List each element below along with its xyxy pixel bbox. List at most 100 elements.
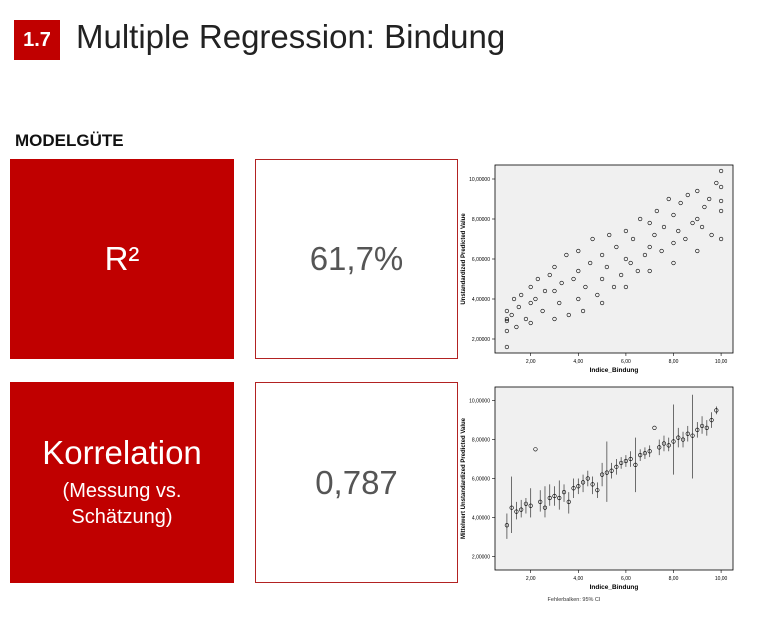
data-point xyxy=(685,192,690,198)
data-point xyxy=(638,453,643,458)
data-point xyxy=(709,417,714,423)
data-point xyxy=(516,304,521,310)
section-label: MODELGÜTE xyxy=(15,131,124,150)
data-point xyxy=(695,188,700,194)
data-point xyxy=(538,499,543,504)
data-point xyxy=(564,252,569,258)
data-point xyxy=(511,296,517,302)
data-point xyxy=(590,236,595,242)
data-point xyxy=(557,495,562,501)
data-point xyxy=(528,284,533,290)
metric-sublabel-line1: (Messung vs. xyxy=(62,479,182,502)
metric-value: 0,787 xyxy=(315,463,398,501)
plot-area xyxy=(494,164,734,354)
x-tick-label: 4,00 xyxy=(573,576,583,582)
data-point xyxy=(659,248,664,254)
data-point xyxy=(671,212,676,218)
data-point xyxy=(661,224,667,230)
x-tick-label: 6,00 xyxy=(621,359,631,365)
x-tick-label: 10,00 xyxy=(715,359,728,365)
data-point xyxy=(552,264,557,270)
data-point xyxy=(542,288,548,294)
y-tick-label: 6,00000 xyxy=(472,477,490,483)
metric-label-box-r2: R² xyxy=(10,159,234,359)
data-point xyxy=(623,228,628,234)
data-point xyxy=(647,220,652,226)
data-point xyxy=(714,180,719,186)
data-point xyxy=(647,449,652,454)
data-point xyxy=(635,268,640,274)
data-point xyxy=(623,458,628,464)
data-point xyxy=(542,505,548,510)
y-axis-label: Unstandardized Predicted Value xyxy=(461,213,467,305)
data-point xyxy=(719,198,724,204)
plot-area xyxy=(494,386,734,571)
data-point xyxy=(685,431,690,436)
data-point xyxy=(614,244,619,250)
data-point xyxy=(504,523,510,528)
data-point xyxy=(523,501,529,506)
data-point xyxy=(657,445,662,450)
errorbar-chart-mean-predicted: 2,00 4,00 6,00 8,00 10,00 2,00000 4,00000 6,000… xyxy=(461,386,734,603)
data-point xyxy=(661,441,667,446)
data-point xyxy=(604,264,609,270)
y-axis-label: Mittelwert Unstandardized Predicted Valu… xyxy=(461,417,467,539)
data-point xyxy=(566,499,571,504)
data-point xyxy=(671,260,676,266)
x-tick-label: 6,00 xyxy=(621,576,631,582)
x-tick-label: 10,00 xyxy=(715,576,728,582)
metric-label: R² xyxy=(104,239,140,277)
data-point xyxy=(676,435,681,440)
page-title: Multiple Regression: Bindung xyxy=(76,18,506,55)
y-tick-label: 10,00000 xyxy=(469,399,490,405)
y-tick-label: 2,00000 xyxy=(472,337,490,343)
data-point xyxy=(678,200,683,206)
data-point xyxy=(576,296,581,302)
y-tick-label: 6,00000 xyxy=(472,257,490,263)
data-point xyxy=(633,462,638,467)
data-point xyxy=(566,312,571,318)
data-point xyxy=(666,196,671,202)
data-point xyxy=(533,296,538,302)
y-tick-label: 2,00000 xyxy=(472,554,490,560)
data-point xyxy=(504,344,510,350)
data-point xyxy=(528,300,533,306)
slide-number-badge: 1.7 xyxy=(14,20,60,60)
data-point xyxy=(600,300,605,306)
data-point xyxy=(595,488,600,493)
x-axis-label: Indice_Bindung xyxy=(590,584,639,591)
data-point xyxy=(623,256,628,262)
data-point xyxy=(595,292,600,298)
data-point xyxy=(628,260,633,266)
data-point xyxy=(699,423,705,429)
data-point xyxy=(559,280,564,286)
data-point xyxy=(619,460,624,466)
data-point xyxy=(695,248,700,254)
metric-sublabel-line2: Schätzung) xyxy=(71,505,173,528)
data-point xyxy=(552,288,557,294)
data-point xyxy=(642,252,648,258)
data-point xyxy=(600,472,605,477)
data-point xyxy=(571,276,576,282)
data-point xyxy=(519,507,524,512)
data-point xyxy=(540,308,545,314)
scatter-chart-predicted: 2,00 4,00 6,00 8,00 10,00 2,00000 4,00000 6,000… xyxy=(461,164,734,374)
data-point xyxy=(609,468,614,473)
data-point xyxy=(604,470,609,475)
metric-value: 61,7% xyxy=(309,240,404,277)
data-point xyxy=(504,316,510,322)
data-point xyxy=(557,300,562,306)
data-point xyxy=(702,204,707,210)
data-point xyxy=(607,232,612,238)
data-point xyxy=(638,216,643,222)
data-point xyxy=(719,208,724,214)
data-point xyxy=(561,490,567,495)
data-point xyxy=(630,236,636,242)
data-point xyxy=(666,443,671,448)
data-point xyxy=(683,236,688,242)
data-point xyxy=(528,503,533,508)
data-point xyxy=(514,509,519,514)
data-point xyxy=(642,451,648,456)
x-tick-label: 4,00 xyxy=(573,359,583,365)
metric-label: Korrelation xyxy=(42,434,202,472)
